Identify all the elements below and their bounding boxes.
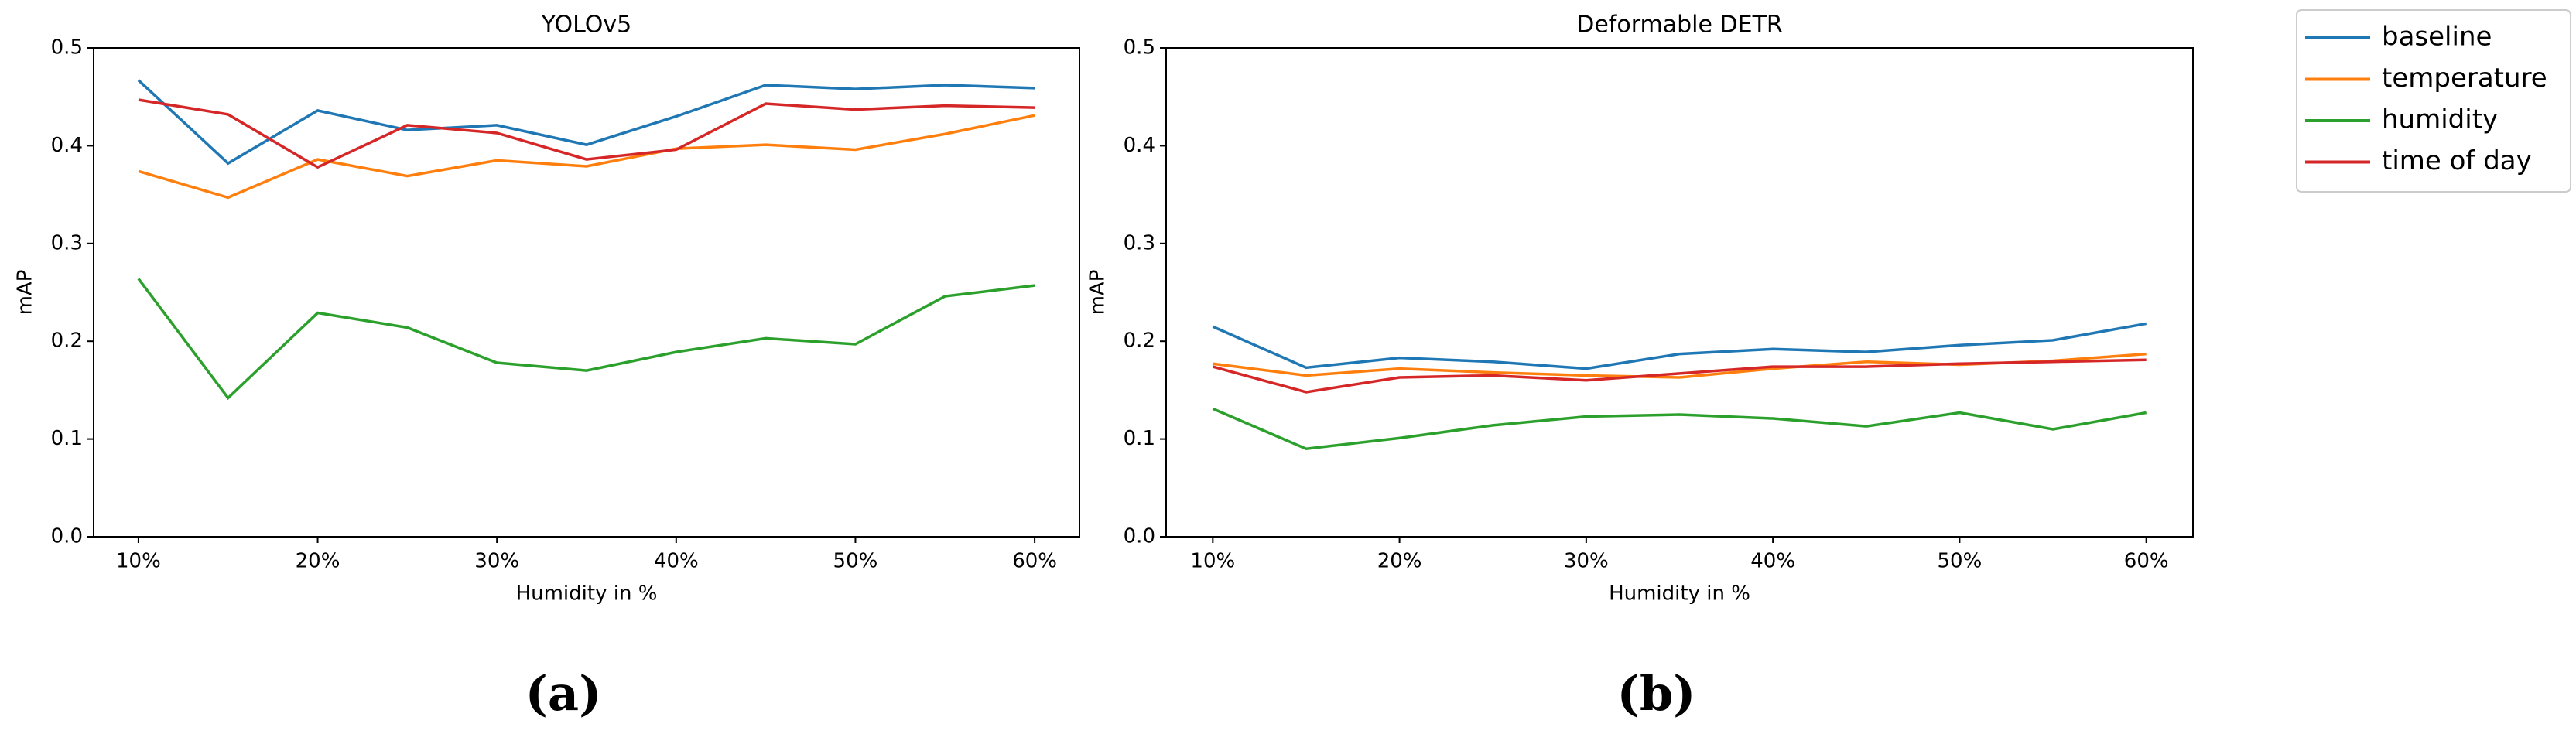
data-line xyxy=(138,114,1035,200)
legend-label: temperature xyxy=(2382,63,2547,94)
data-line xyxy=(137,79,1035,166)
x-tick-label: 20% xyxy=(1377,550,1422,573)
chart-title: Deformable DETR xyxy=(1576,12,1782,39)
x-tick-label: 50% xyxy=(1938,550,1982,573)
y-tick-label: 0.0 xyxy=(51,525,83,548)
x-tick-label: 30% xyxy=(474,550,519,573)
y-tick-label: 0.2 xyxy=(1124,329,1155,353)
plot-frame xyxy=(1165,47,2194,538)
chart-title: YOLOv5 xyxy=(541,12,631,39)
data-line xyxy=(1212,322,2147,370)
y-tick-label: 0.4 xyxy=(51,134,83,157)
x-tick-label: 30% xyxy=(1564,550,1609,573)
x-axis-label: Humidity in % xyxy=(1609,582,1750,606)
legend-label: time of day xyxy=(2382,145,2532,176)
legend-label: humidity xyxy=(2382,104,2498,135)
x-tick-label: 60% xyxy=(2124,550,2169,573)
data-line xyxy=(1212,407,2147,451)
x-tick-label: 10% xyxy=(116,550,161,573)
y-tick-label: 0.3 xyxy=(1124,231,1155,254)
plot-frame xyxy=(93,47,1080,538)
x-tick-label: 60% xyxy=(1012,550,1057,573)
y-tick-label: 0.2 xyxy=(51,329,83,353)
x-tick-label: 40% xyxy=(1750,550,1795,573)
y-tick-label: 0.5 xyxy=(51,36,83,60)
y-axis-label: mAP xyxy=(14,270,37,316)
x-tick-label: 10% xyxy=(1190,550,1235,573)
x-tick-label: 40% xyxy=(654,550,699,573)
y-axis-label: mAP xyxy=(1086,270,1110,316)
caption: (b) xyxy=(1616,665,1695,722)
x-axis-label: Humidity in % xyxy=(516,582,658,606)
y-tick-label: 0.5 xyxy=(1124,36,1155,60)
y-tick-label: 0.3 xyxy=(51,231,83,254)
legend-box xyxy=(2296,9,2571,193)
data-line xyxy=(137,278,1035,401)
y-tick-label: 0.1 xyxy=(51,427,83,450)
data-line xyxy=(1212,358,2147,394)
x-tick-label: 50% xyxy=(833,550,878,573)
caption: (a) xyxy=(525,665,602,722)
x-tick-label: 20% xyxy=(296,550,340,573)
legend-label: baseline xyxy=(2382,22,2492,53)
data-line xyxy=(138,98,1035,169)
y-tick-label: 0.4 xyxy=(1124,134,1155,157)
y-tick-label: 0.0 xyxy=(1124,525,1155,548)
y-tick-label: 0.1 xyxy=(1124,427,1155,450)
